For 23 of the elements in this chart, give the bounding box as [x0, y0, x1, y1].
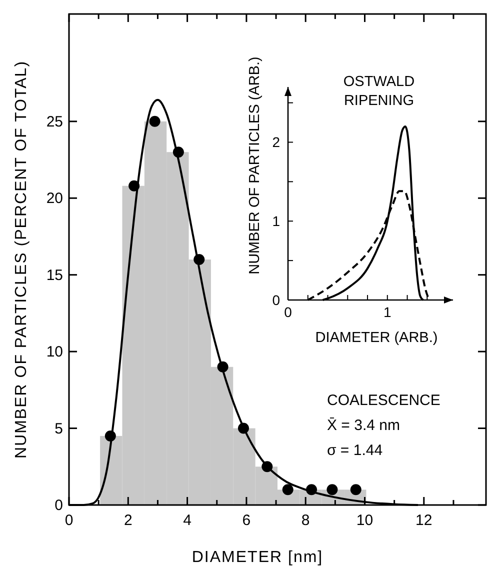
annotation: σ = 1.44	[327, 442, 383, 459]
x-tick-label: 12	[416, 512, 432, 529]
y-tick-label: 15	[46, 266, 63, 284]
chart-title: OSTWALD RIPENING	[343, 74, 415, 109]
x-tick-label: 10	[356, 512, 374, 529]
x-axis-title: DIAMETER [nm]	[192, 549, 324, 566]
x-tick-label: 2	[124, 512, 132, 529]
y-tick-label: 10	[46, 344, 63, 361]
y-tick-label: 1	[272, 213, 280, 230]
annotation: X̄ = 3.4 nm	[327, 417, 400, 434]
y-tick-label: 2	[272, 134, 280, 150]
y-tick-label: 20	[46, 190, 63, 208]
y-tick-label: 0	[272, 292, 280, 308]
y-axis-title: NUMBER OF PARTICLES (PERCENT OF TOTAL)	[13, 60, 30, 459]
y-tick-label: 25	[46, 113, 63, 130]
x-axis-title: DIAMETER (ARB.)	[315, 330, 438, 346]
x-tick-label: 6	[242, 512, 251, 529]
x-tick-label: 8	[301, 512, 310, 529]
x-tick-label: 4	[183, 512, 192, 529]
y-axis-title: NUMBER OF PARTICLES (ARB.)	[247, 56, 263, 274]
y-tick-label: 0	[54, 497, 63, 514]
y-tick-label: 5	[54, 420, 63, 438]
annotation: COALESCENCE	[327, 392, 440, 409]
